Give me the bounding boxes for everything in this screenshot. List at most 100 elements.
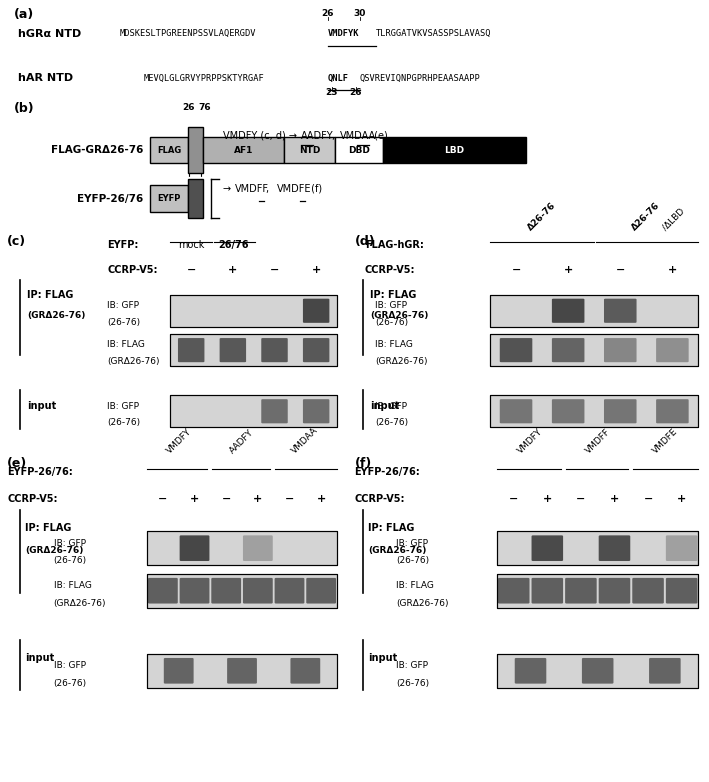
Text: hAR NTD: hAR NTD — [18, 73, 73, 83]
Text: (c): (c) — [7, 235, 26, 248]
FancyBboxPatch shape — [291, 658, 320, 683]
Bar — [147, 531, 337, 565]
Text: (b): (b) — [14, 102, 35, 115]
Text: 76: 76 — [199, 103, 211, 113]
FancyBboxPatch shape — [604, 338, 637, 362]
Text: IB: FLAG: IB: FLAG — [54, 581, 91, 590]
Bar — [490, 334, 698, 366]
FancyBboxPatch shape — [148, 578, 178, 604]
FancyBboxPatch shape — [666, 578, 698, 604]
Text: 23: 23 — [325, 88, 338, 97]
Text: (d): (d) — [354, 235, 375, 248]
Text: input: input — [369, 653, 398, 662]
FancyBboxPatch shape — [666, 536, 698, 561]
Bar — [497, 531, 698, 565]
FancyBboxPatch shape — [515, 658, 547, 683]
Text: +: + — [564, 264, 573, 274]
Text: IB: GFP: IB: GFP — [54, 539, 86, 547]
Bar — [335, 137, 383, 163]
Bar — [497, 531, 698, 565]
FancyBboxPatch shape — [178, 338, 204, 362]
Text: −: − — [186, 264, 196, 274]
Text: VMDFY: VMDFY — [516, 426, 545, 455]
Bar — [490, 395, 698, 427]
Text: (GRΔ26-76): (GRΔ26-76) — [375, 357, 428, 366]
Text: (26-76): (26-76) — [396, 556, 430, 565]
FancyBboxPatch shape — [179, 536, 209, 561]
Bar — [150, 185, 188, 212]
Bar — [490, 334, 698, 366]
FancyBboxPatch shape — [274, 578, 304, 604]
Text: +: + — [610, 493, 619, 504]
FancyBboxPatch shape — [164, 658, 194, 683]
Bar — [284, 137, 335, 163]
Text: +: + — [228, 264, 238, 274]
Text: VMDAA: VMDAA — [340, 131, 376, 141]
FancyBboxPatch shape — [532, 536, 563, 561]
Text: VMDFF: VMDFF — [235, 184, 269, 194]
FancyBboxPatch shape — [498, 578, 530, 604]
Text: (26-76): (26-76) — [107, 418, 140, 427]
Text: AF1: AF1 — [234, 145, 253, 155]
Text: CCRP-V5:: CCRP-V5: — [354, 493, 405, 504]
FancyBboxPatch shape — [303, 299, 330, 323]
Text: EYFP: EYFP — [157, 194, 181, 203]
Text: (26-76): (26-76) — [396, 679, 430, 688]
Text: (GRΔ26-76): (GRΔ26-76) — [369, 546, 427, 554]
Text: 26: 26 — [182, 103, 195, 113]
Text: −: − — [270, 264, 279, 274]
Bar — [170, 334, 337, 366]
Text: QSVREVIQNPGPRHPEAASAAPP: QSVREVIQNPGPRHPEAASAAPP — [359, 74, 481, 82]
Text: IB: FLAG: IB: FLAG — [107, 340, 145, 350]
Bar — [147, 531, 337, 565]
FancyBboxPatch shape — [500, 399, 532, 423]
Text: EYFP-26/76:: EYFP-26/76: — [354, 468, 420, 478]
FancyBboxPatch shape — [211, 578, 241, 604]
Text: ,: , — [267, 184, 272, 194]
Text: −: − — [509, 493, 518, 504]
Text: IP: FLAG: IP: FLAG — [369, 522, 415, 533]
Text: IB: GFP: IB: GFP — [396, 662, 428, 670]
Text: (26-76): (26-76) — [375, 317, 408, 327]
FancyBboxPatch shape — [227, 658, 257, 683]
Text: +: + — [190, 493, 199, 504]
Bar — [383, 137, 526, 163]
Text: 30: 30 — [353, 9, 366, 18]
Text: (GRΔ26-76): (GRΔ26-76) — [54, 599, 106, 608]
Text: 26/76: 26/76 — [218, 240, 249, 249]
FancyBboxPatch shape — [552, 399, 584, 423]
Text: NTD: NTD — [299, 145, 320, 155]
Text: mock: mock — [178, 240, 204, 249]
Text: Δ26-76: Δ26-76 — [630, 201, 662, 232]
Bar — [497, 574, 698, 608]
Text: QNLF: QNLF — [328, 74, 349, 82]
Text: −: − — [285, 493, 294, 504]
Text: VMDFE: VMDFE — [277, 184, 311, 194]
FancyBboxPatch shape — [632, 578, 664, 604]
Text: (f): (f) — [308, 184, 322, 194]
Text: TLRGGATVKVSASSPSLAVASQ: TLRGGATVKVSASSPSLAVASQ — [376, 30, 491, 38]
Bar — [147, 654, 337, 687]
Bar — [170, 295, 337, 327]
Text: FLAG-GRΔ26-76: FLAG-GRΔ26-76 — [51, 145, 143, 155]
Text: VMDFY: VMDFY — [164, 426, 193, 455]
Text: EYFP-26/76:: EYFP-26/76: — [7, 468, 73, 478]
Text: IB: GFP: IB: GFP — [54, 662, 86, 670]
Text: (GRΔ26-76): (GRΔ26-76) — [107, 357, 160, 366]
Bar — [490, 395, 698, 427]
Text: VMDFY (c, d) →: VMDFY (c, d) → — [223, 131, 300, 141]
Bar — [147, 574, 337, 608]
Text: →: → — [223, 184, 235, 194]
FancyBboxPatch shape — [500, 338, 532, 362]
Text: AADFY: AADFY — [301, 131, 334, 141]
Bar — [170, 334, 337, 366]
FancyBboxPatch shape — [262, 338, 288, 362]
Text: input: input — [26, 653, 55, 662]
Text: (GRΔ26-76): (GRΔ26-76) — [370, 311, 428, 320]
Bar — [147, 574, 337, 608]
FancyBboxPatch shape — [303, 399, 330, 423]
Text: (26-76): (26-76) — [107, 317, 140, 327]
Text: +: + — [677, 493, 686, 504]
Text: IB: GFP: IB: GFP — [375, 402, 408, 411]
FancyBboxPatch shape — [598, 536, 630, 561]
